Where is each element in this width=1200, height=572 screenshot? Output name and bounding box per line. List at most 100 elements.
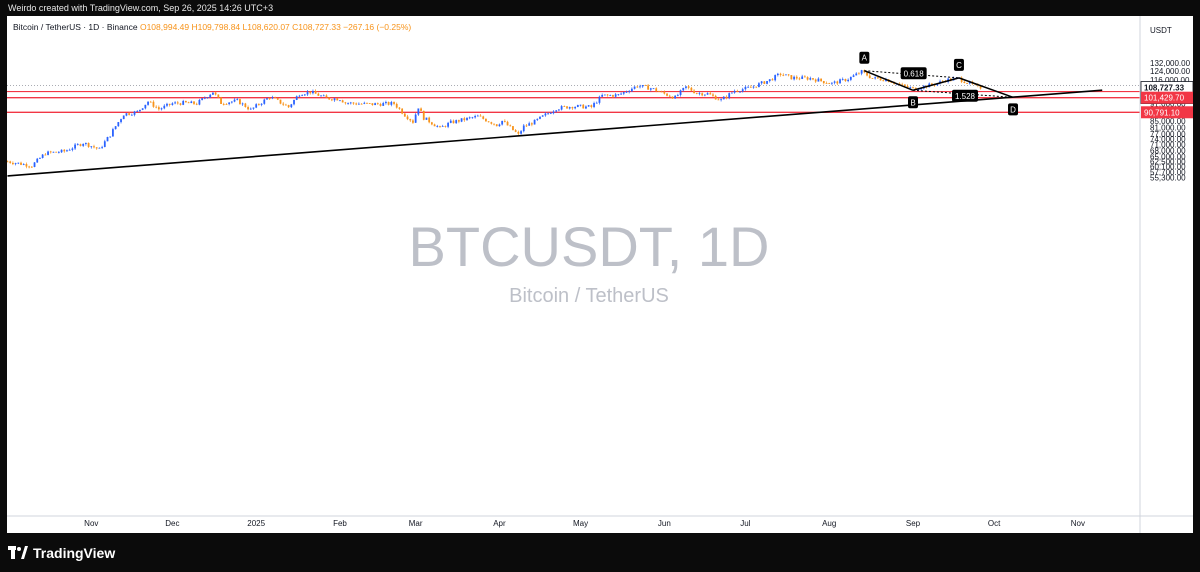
candle-body bbox=[306, 91, 309, 95]
candle-body bbox=[414, 114, 417, 123]
price-tick-label: 85,000.00 bbox=[1150, 117, 1186, 126]
candle-body bbox=[401, 108, 404, 114]
candle-body bbox=[322, 95, 325, 97]
candle-body bbox=[155, 106, 158, 108]
candle-body bbox=[87, 142, 90, 147]
candle-body bbox=[717, 99, 720, 101]
pattern-leg bbox=[958, 77, 1014, 99]
price-tick-label: 71,000.00 bbox=[1150, 141, 1186, 150]
time-tick-label: Sep bbox=[906, 519, 921, 528]
candle-body bbox=[595, 102, 598, 104]
candle-body bbox=[390, 102, 393, 105]
watermark-name: Bitcoin / TetherUS bbox=[509, 285, 669, 307]
candle-body bbox=[9, 161, 12, 163]
candle-body bbox=[966, 82, 968, 84]
candle-body bbox=[441, 126, 444, 127]
candle-body bbox=[560, 106, 563, 110]
time-tick-label: Aug bbox=[822, 519, 836, 528]
price-tick-label: 77,000.00 bbox=[1150, 130, 1186, 139]
price-tick-label: 68,000.00 bbox=[1150, 146, 1186, 155]
candle-body bbox=[303, 94, 306, 96]
candle-body bbox=[282, 103, 285, 105]
time-tick-label: Dec bbox=[165, 519, 179, 528]
candle-body bbox=[836, 81, 839, 84]
candle-body bbox=[241, 103, 244, 105]
candle-body bbox=[633, 86, 636, 89]
candle-body bbox=[44, 154, 47, 156]
price-chart[interactable]: BTCUSDT, 1D Bitcoin / TetherUS 0.618 1.52… bbox=[7, 16, 1193, 533]
candle-body bbox=[374, 103, 377, 106]
pattern-point-marker bbox=[1008, 103, 1019, 116]
candle-body bbox=[52, 151, 55, 153]
candle-body bbox=[179, 103, 182, 105]
chart-panel[interactable]: BTCUSDT, 1D Bitcoin / TetherUS 0.618 1.52… bbox=[7, 16, 1193, 533]
candle-body bbox=[587, 105, 590, 107]
candle-body bbox=[879, 78, 882, 81]
candle-body bbox=[590, 105, 593, 107]
candle-body bbox=[625, 91, 628, 93]
candle-body bbox=[152, 101, 155, 107]
candle-body bbox=[495, 124, 498, 127]
candle-body bbox=[855, 73, 858, 76]
candle-body bbox=[71, 148, 74, 150]
candle-body bbox=[782, 74, 785, 76]
candle-body bbox=[120, 119, 122, 123]
candle-body bbox=[14, 163, 17, 165]
candle-body bbox=[320, 95, 322, 97]
candle-body bbox=[279, 99, 282, 104]
tradingview-logo[interactable]: TradingView bbox=[8, 545, 115, 561]
candle-body bbox=[603, 94, 606, 96]
candle-body bbox=[171, 103, 174, 105]
candle-body bbox=[766, 81, 768, 84]
candle-body bbox=[30, 166, 33, 168]
candle-body bbox=[112, 129, 114, 137]
candle-body bbox=[217, 94, 220, 98]
candle-body bbox=[363, 102, 366, 104]
candle-body bbox=[430, 122, 433, 125]
candle-body bbox=[849, 76, 852, 80]
candle-body bbox=[585, 106, 587, 109]
legend-ohlc: O108,994.49 H109,798.84 L108,620.07 C108… bbox=[139, 22, 412, 32]
candle-body bbox=[139, 109, 141, 112]
candle-body bbox=[555, 110, 558, 112]
candle-body bbox=[917, 89, 920, 91]
candle-body bbox=[741, 89, 744, 92]
candle-body bbox=[366, 102, 368, 104]
candle-body bbox=[968, 81, 971, 84]
candle-body bbox=[566, 106, 568, 109]
candle-body bbox=[257, 104, 260, 106]
trendline-segment bbox=[7, 89, 1103, 177]
candle-body bbox=[317, 93, 320, 96]
candle-body bbox=[122, 115, 125, 120]
candle-body bbox=[852, 75, 855, 77]
pattern-leg bbox=[864, 70, 914, 91]
candle-body bbox=[622, 92, 625, 94]
candle-body bbox=[90, 146, 93, 148]
candle-body bbox=[606, 94, 609, 96]
candle-body bbox=[558, 109, 560, 111]
candle-body bbox=[568, 107, 571, 109]
candle-body bbox=[693, 90, 695, 94]
candle-body bbox=[247, 107, 249, 110]
candle-body bbox=[598, 96, 601, 103]
candle-body bbox=[168, 103, 171, 105]
candle-body bbox=[474, 116, 477, 118]
candle-body bbox=[55, 151, 58, 153]
candle-body bbox=[93, 146, 95, 148]
candle-body bbox=[276, 98, 279, 100]
candle-body bbox=[771, 79, 774, 81]
candle-body bbox=[360, 103, 363, 105]
candle-body bbox=[671, 96, 674, 99]
candle-body bbox=[828, 83, 831, 84]
candle-body bbox=[225, 104, 228, 105]
time-tick-label: May bbox=[573, 519, 588, 528]
candle-body bbox=[733, 90, 736, 93]
pattern-point-label: B bbox=[910, 98, 915, 107]
candle-body bbox=[785, 74, 787, 76]
candle-body bbox=[628, 91, 631, 93]
candle-body bbox=[298, 95, 301, 97]
candle-body bbox=[190, 101, 193, 104]
time-tick-label: Apr bbox=[493, 519, 506, 528]
pattern-point-marker bbox=[953, 58, 964, 71]
candle-body bbox=[420, 108, 422, 111]
